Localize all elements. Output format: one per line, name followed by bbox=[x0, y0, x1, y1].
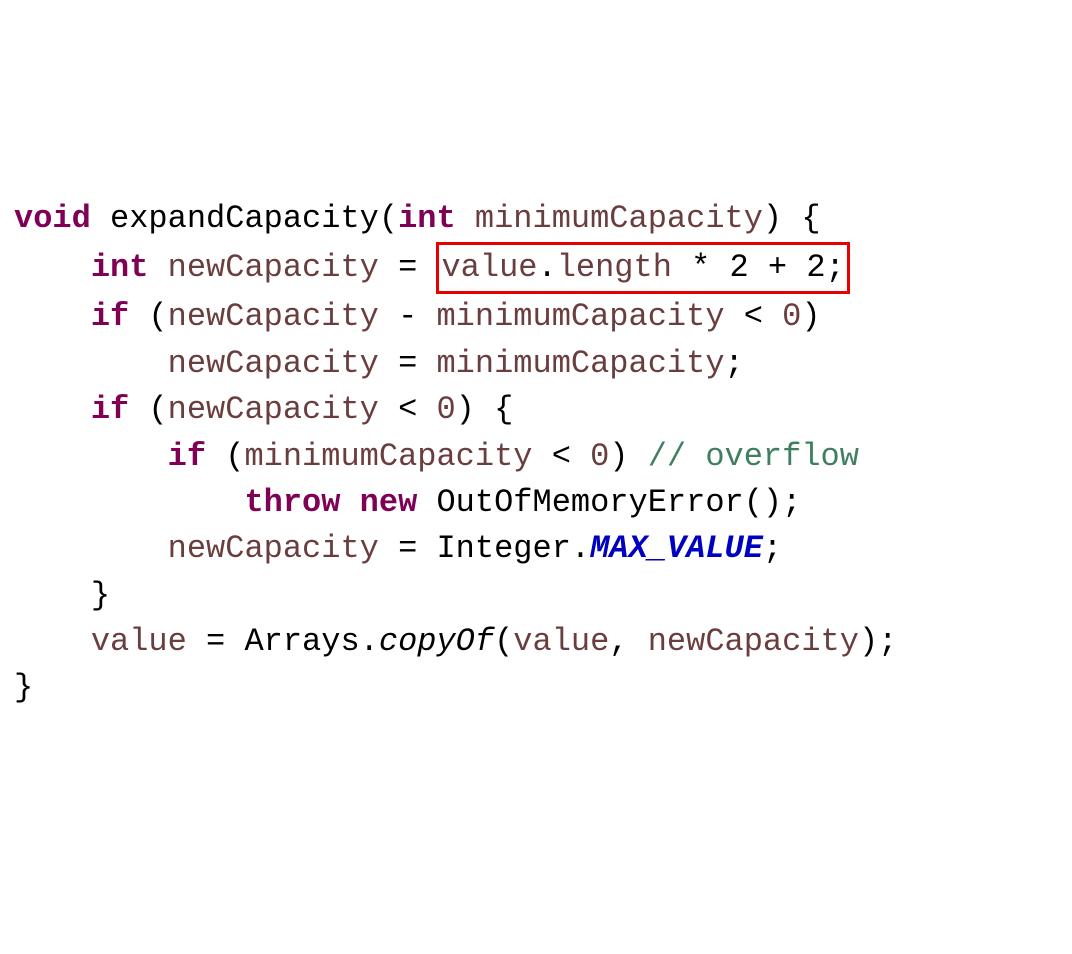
class-Arrays: Arrays bbox=[244, 623, 359, 660]
comma: , bbox=[609, 623, 647, 660]
equals: = bbox=[379, 345, 437, 382]
highlight-box: value.length * 2 + 2; bbox=[436, 242, 849, 294]
literal-0: 0 bbox=[436, 391, 455, 428]
var-minimumCapacity: minimumCapacity bbox=[436, 345, 724, 382]
var-newCapacity: newCapacity bbox=[168, 345, 379, 382]
indent bbox=[14, 530, 168, 567]
code-line-6: if (minimumCapacity < 0) // overflow bbox=[14, 438, 859, 475]
close-brace: } bbox=[91, 577, 110, 614]
indent bbox=[14, 438, 168, 475]
var-newCapacity: newCapacity bbox=[168, 391, 379, 428]
code-line-2: int newCapacity = value.length * 2 + 2; bbox=[14, 249, 850, 286]
var-minimumCapacity: minimumCapacity bbox=[436, 298, 724, 335]
keyword-new: new bbox=[360, 484, 418, 521]
keyword-void: void bbox=[14, 200, 91, 237]
rparen-brace: ) { bbox=[456, 391, 514, 428]
expr-tail: * 2 + 2; bbox=[672, 249, 845, 286]
keyword-if: if bbox=[168, 438, 206, 475]
expr-value: value bbox=[441, 249, 537, 286]
method-copyOf: copyOf bbox=[379, 623, 494, 660]
indent bbox=[14, 298, 91, 335]
method-name: expandCapacity bbox=[110, 200, 379, 237]
literal-0: 0 bbox=[590, 438, 609, 475]
keyword-int: int bbox=[91, 249, 149, 286]
indent bbox=[14, 249, 91, 286]
lparen: ( bbox=[129, 298, 167, 335]
code-line-5: if (newCapacity < 0) { bbox=[14, 391, 513, 428]
indent bbox=[14, 345, 168, 382]
lparen: ( bbox=[494, 623, 513, 660]
lparen: ( bbox=[129, 391, 167, 428]
code-line-7: throw new OutOfMemoryError(); bbox=[14, 484, 801, 521]
arg-newCapacity: newCapacity bbox=[648, 623, 859, 660]
lt: < bbox=[725, 298, 783, 335]
indent bbox=[14, 391, 91, 428]
code-line-4: newCapacity = minimumCapacity; bbox=[14, 345, 744, 382]
rparen: ) bbox=[609, 438, 647, 475]
class-Integer: Integer bbox=[436, 530, 570, 567]
var-newCapacity: newCapacity bbox=[168, 530, 379, 567]
comment-overflow: // overflow bbox=[648, 438, 859, 475]
equals: = bbox=[379, 530, 437, 567]
semicolon: ; bbox=[725, 345, 744, 382]
lt: < bbox=[532, 438, 590, 475]
keyword-if: if bbox=[91, 391, 129, 428]
var-newCapacity: newCapacity bbox=[168, 249, 379, 286]
literal-0: 0 bbox=[782, 298, 801, 335]
var-minimumCapacity: minimumCapacity bbox=[244, 438, 532, 475]
equals: = bbox=[187, 623, 245, 660]
expr-length: length bbox=[557, 249, 672, 286]
semicolon: ; bbox=[763, 530, 782, 567]
const-MAX_VALUE: MAX_VALUE bbox=[590, 530, 763, 567]
code-block: void expandCapacity(int minimumCapacity)… bbox=[14, 196, 1058, 712]
space bbox=[417, 484, 436, 521]
code-line-1: void expandCapacity(int minimumCapacity)… bbox=[14, 200, 821, 237]
rparen: ) bbox=[801, 298, 820, 335]
arg-value: value bbox=[513, 623, 609, 660]
lparen: ( bbox=[206, 438, 244, 475]
keyword-int: int bbox=[398, 200, 456, 237]
code-line-10: value = Arrays.copyOf(value, newCapacity… bbox=[14, 623, 897, 660]
keyword-throw: throw bbox=[244, 484, 340, 521]
rparen-semi: ); bbox=[859, 623, 897, 660]
space bbox=[340, 484, 359, 521]
dot: . bbox=[537, 249, 556, 286]
class-OutOfMemoryError: OutOfMemoryError bbox=[436, 484, 743, 521]
var-value: value bbox=[91, 623, 187, 660]
indent bbox=[14, 577, 91, 614]
lparen: ( bbox=[379, 200, 398, 237]
var-newCapacity: newCapacity bbox=[168, 298, 379, 335]
dot: . bbox=[360, 623, 379, 660]
call-tail: (); bbox=[744, 484, 802, 521]
param-minimumCapacity: minimumCapacity bbox=[475, 200, 763, 237]
code-line-8: newCapacity = Integer.MAX_VALUE; bbox=[14, 530, 782, 567]
equals: = bbox=[379, 249, 437, 286]
indent bbox=[14, 484, 244, 521]
minus: - bbox=[379, 298, 437, 335]
code-line-3: if (newCapacity - minimumCapacity < 0) bbox=[14, 298, 821, 335]
lt: < bbox=[379, 391, 437, 428]
indent bbox=[14, 623, 91, 660]
code-line-9: } bbox=[14, 577, 110, 614]
close-brace: } bbox=[14, 669, 33, 706]
keyword-if: if bbox=[91, 298, 129, 335]
code-line-11: } bbox=[14, 669, 33, 706]
rparen-brace: ) { bbox=[763, 200, 821, 237]
dot: . bbox=[571, 530, 590, 567]
